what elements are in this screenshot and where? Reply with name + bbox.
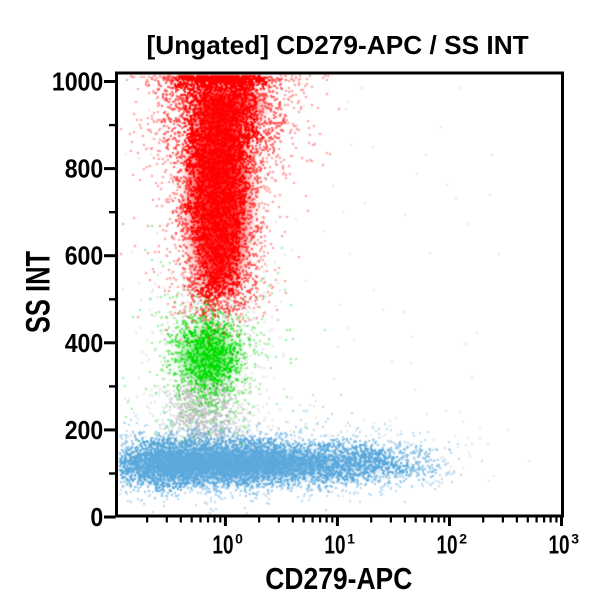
svg-text:400: 400	[65, 330, 104, 359]
svg-text:SS INT: SS INT	[20, 250, 57, 333]
svg-text:10: 10	[212, 530, 233, 560]
svg-text:0: 0	[235, 531, 243, 547]
svg-text:600: 600	[65, 243, 104, 272]
svg-text:0: 0	[90, 504, 103, 533]
svg-text:2: 2	[459, 531, 467, 547]
svg-text:CD279-APC: CD279-APC	[265, 562, 412, 596]
svg-text:10: 10	[548, 530, 569, 560]
svg-text:800: 800	[65, 155, 104, 184]
svg-text:3: 3	[571, 531, 579, 547]
svg-text:200: 200	[65, 417, 104, 446]
svg-text:[Ungated] CD279-APC / SS INT: [Ungated] CD279-APC / SS INT	[147, 30, 529, 60]
svg-text:10: 10	[436, 530, 457, 560]
svg-text:1000: 1000	[52, 68, 103, 97]
svg-text:1: 1	[347, 531, 355, 547]
svg-text:10: 10	[324, 530, 345, 560]
